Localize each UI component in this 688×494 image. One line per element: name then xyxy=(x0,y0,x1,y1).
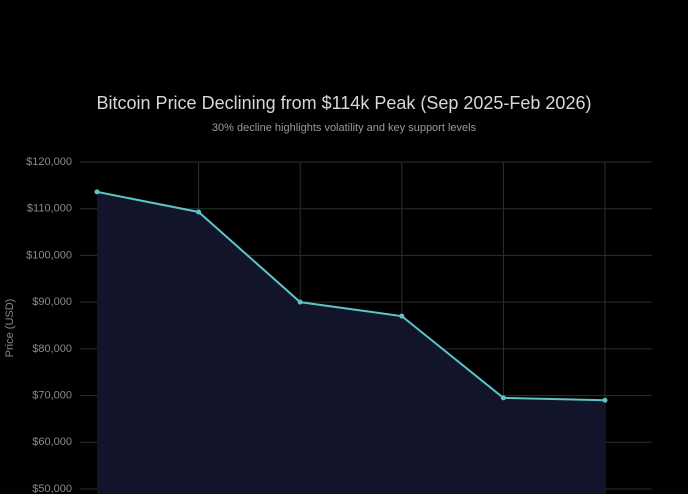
y-tick-label: $80,000 xyxy=(32,343,72,355)
chart-subtitle: 30% decline highlights volatility and ke… xyxy=(212,122,477,134)
y-tick-label: $70,000 xyxy=(32,389,72,401)
point xyxy=(94,189,100,195)
y-tick-label: $50,000 xyxy=(32,483,72,494)
plot-area: $120,000 $110,000 $100,000 $90,000 $80,000 $7… xyxy=(26,156,652,494)
chart-title: Bitcoin Price Declining from $114k Peak … xyxy=(97,93,592,113)
y-tick-label: $90,000 xyxy=(32,296,72,308)
point xyxy=(297,299,303,305)
y-tick-label: $60,000 xyxy=(32,436,72,448)
y-tick-label: $100,000 xyxy=(26,249,72,261)
line xyxy=(96,190,606,402)
y-tick-label: $110,000 xyxy=(27,203,72,215)
point xyxy=(602,397,608,403)
y-axis-label: Price (USD) xyxy=(4,299,16,358)
point xyxy=(196,209,202,215)
point xyxy=(500,395,506,401)
area-fill xyxy=(97,191,605,494)
point xyxy=(399,313,405,319)
y-tick-label: $120,000 xyxy=(26,156,72,168)
